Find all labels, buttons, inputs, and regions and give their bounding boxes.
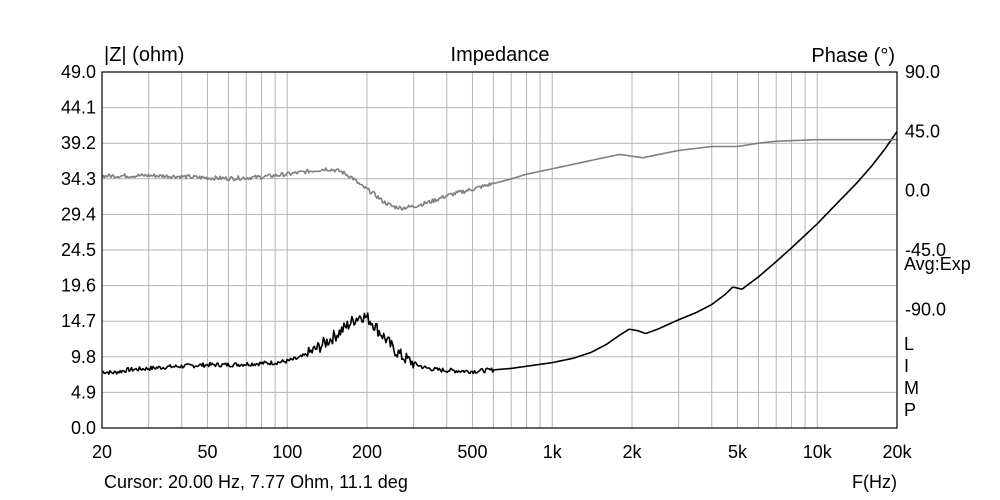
y-tick-label-left: 14.7: [61, 311, 96, 331]
left-axis-label: |Z| (ohm): [104, 44, 184, 66]
x-tick-label: 200: [352, 442, 382, 462]
x-tick-label: 50: [197, 442, 217, 462]
x-tick-label: 500: [457, 442, 487, 462]
grid: [102, 72, 897, 428]
x-tick-label: 20k: [882, 442, 912, 462]
y-tick-label-right: -45.0: [905, 240, 946, 260]
impedance-line: [101, 131, 898, 375]
y-tick-label-left: 9.8: [71, 347, 96, 367]
x-tick-label: 5k: [728, 442, 748, 462]
x-tick-label: 2k: [622, 442, 642, 462]
y-tick-label-left: 24.5: [61, 240, 96, 260]
side-letter: L: [904, 334, 914, 354]
plot-frame: [101, 71, 898, 429]
cursor-readout: Cursor: 20.00 Hz, 7.77 Ohm, 11.1 deg: [104, 472, 408, 492]
averaging-label: Avg:Exp: [904, 254, 971, 274]
y-tick-label-left: 49.0: [61, 62, 96, 82]
side-letter: P: [904, 400, 916, 420]
y-tick-label-left: 0.0: [71, 418, 96, 438]
chart-title: Impedance: [451, 44, 550, 66]
y-tick-label-right: 45.0: [905, 121, 940, 141]
side-letter: I: [904, 356, 909, 376]
x-tick-label: 20: [92, 442, 112, 462]
y-tick-label-left: 19.6: [61, 276, 96, 296]
y-tick-label-left: 34.3: [61, 169, 96, 189]
axis-labels: 49.0 44.1 39.2 34.3 29.4 24.5 19.6 14.7 9.8 4.9 0.…: [61, 62, 946, 462]
x-tick-label: 1k: [543, 442, 563, 462]
right-axis-label: Phase (°): [811, 45, 895, 67]
y-tick-label-left: 44.1: [61, 98, 96, 118]
y-tick-label-right: 0.0: [905, 181, 930, 201]
y-tick-label-right: 90.0: [905, 62, 940, 82]
x-axis-label: F(Hz): [852, 472, 897, 492]
phase-line: [101, 138, 897, 211]
x-tick-label: 10k: [803, 442, 833, 462]
x-tick-label: 100: [272, 442, 302, 462]
y-tick-label-left: 29.4: [61, 204, 96, 224]
series-layer: [101, 131, 898, 375]
side-letter: M: [904, 378, 919, 398]
y-tick-label-left: 39.2: [61, 133, 96, 153]
y-tick-label-right: -90.0: [905, 299, 946, 319]
y-tick-label-left: 4.9: [71, 382, 96, 402]
